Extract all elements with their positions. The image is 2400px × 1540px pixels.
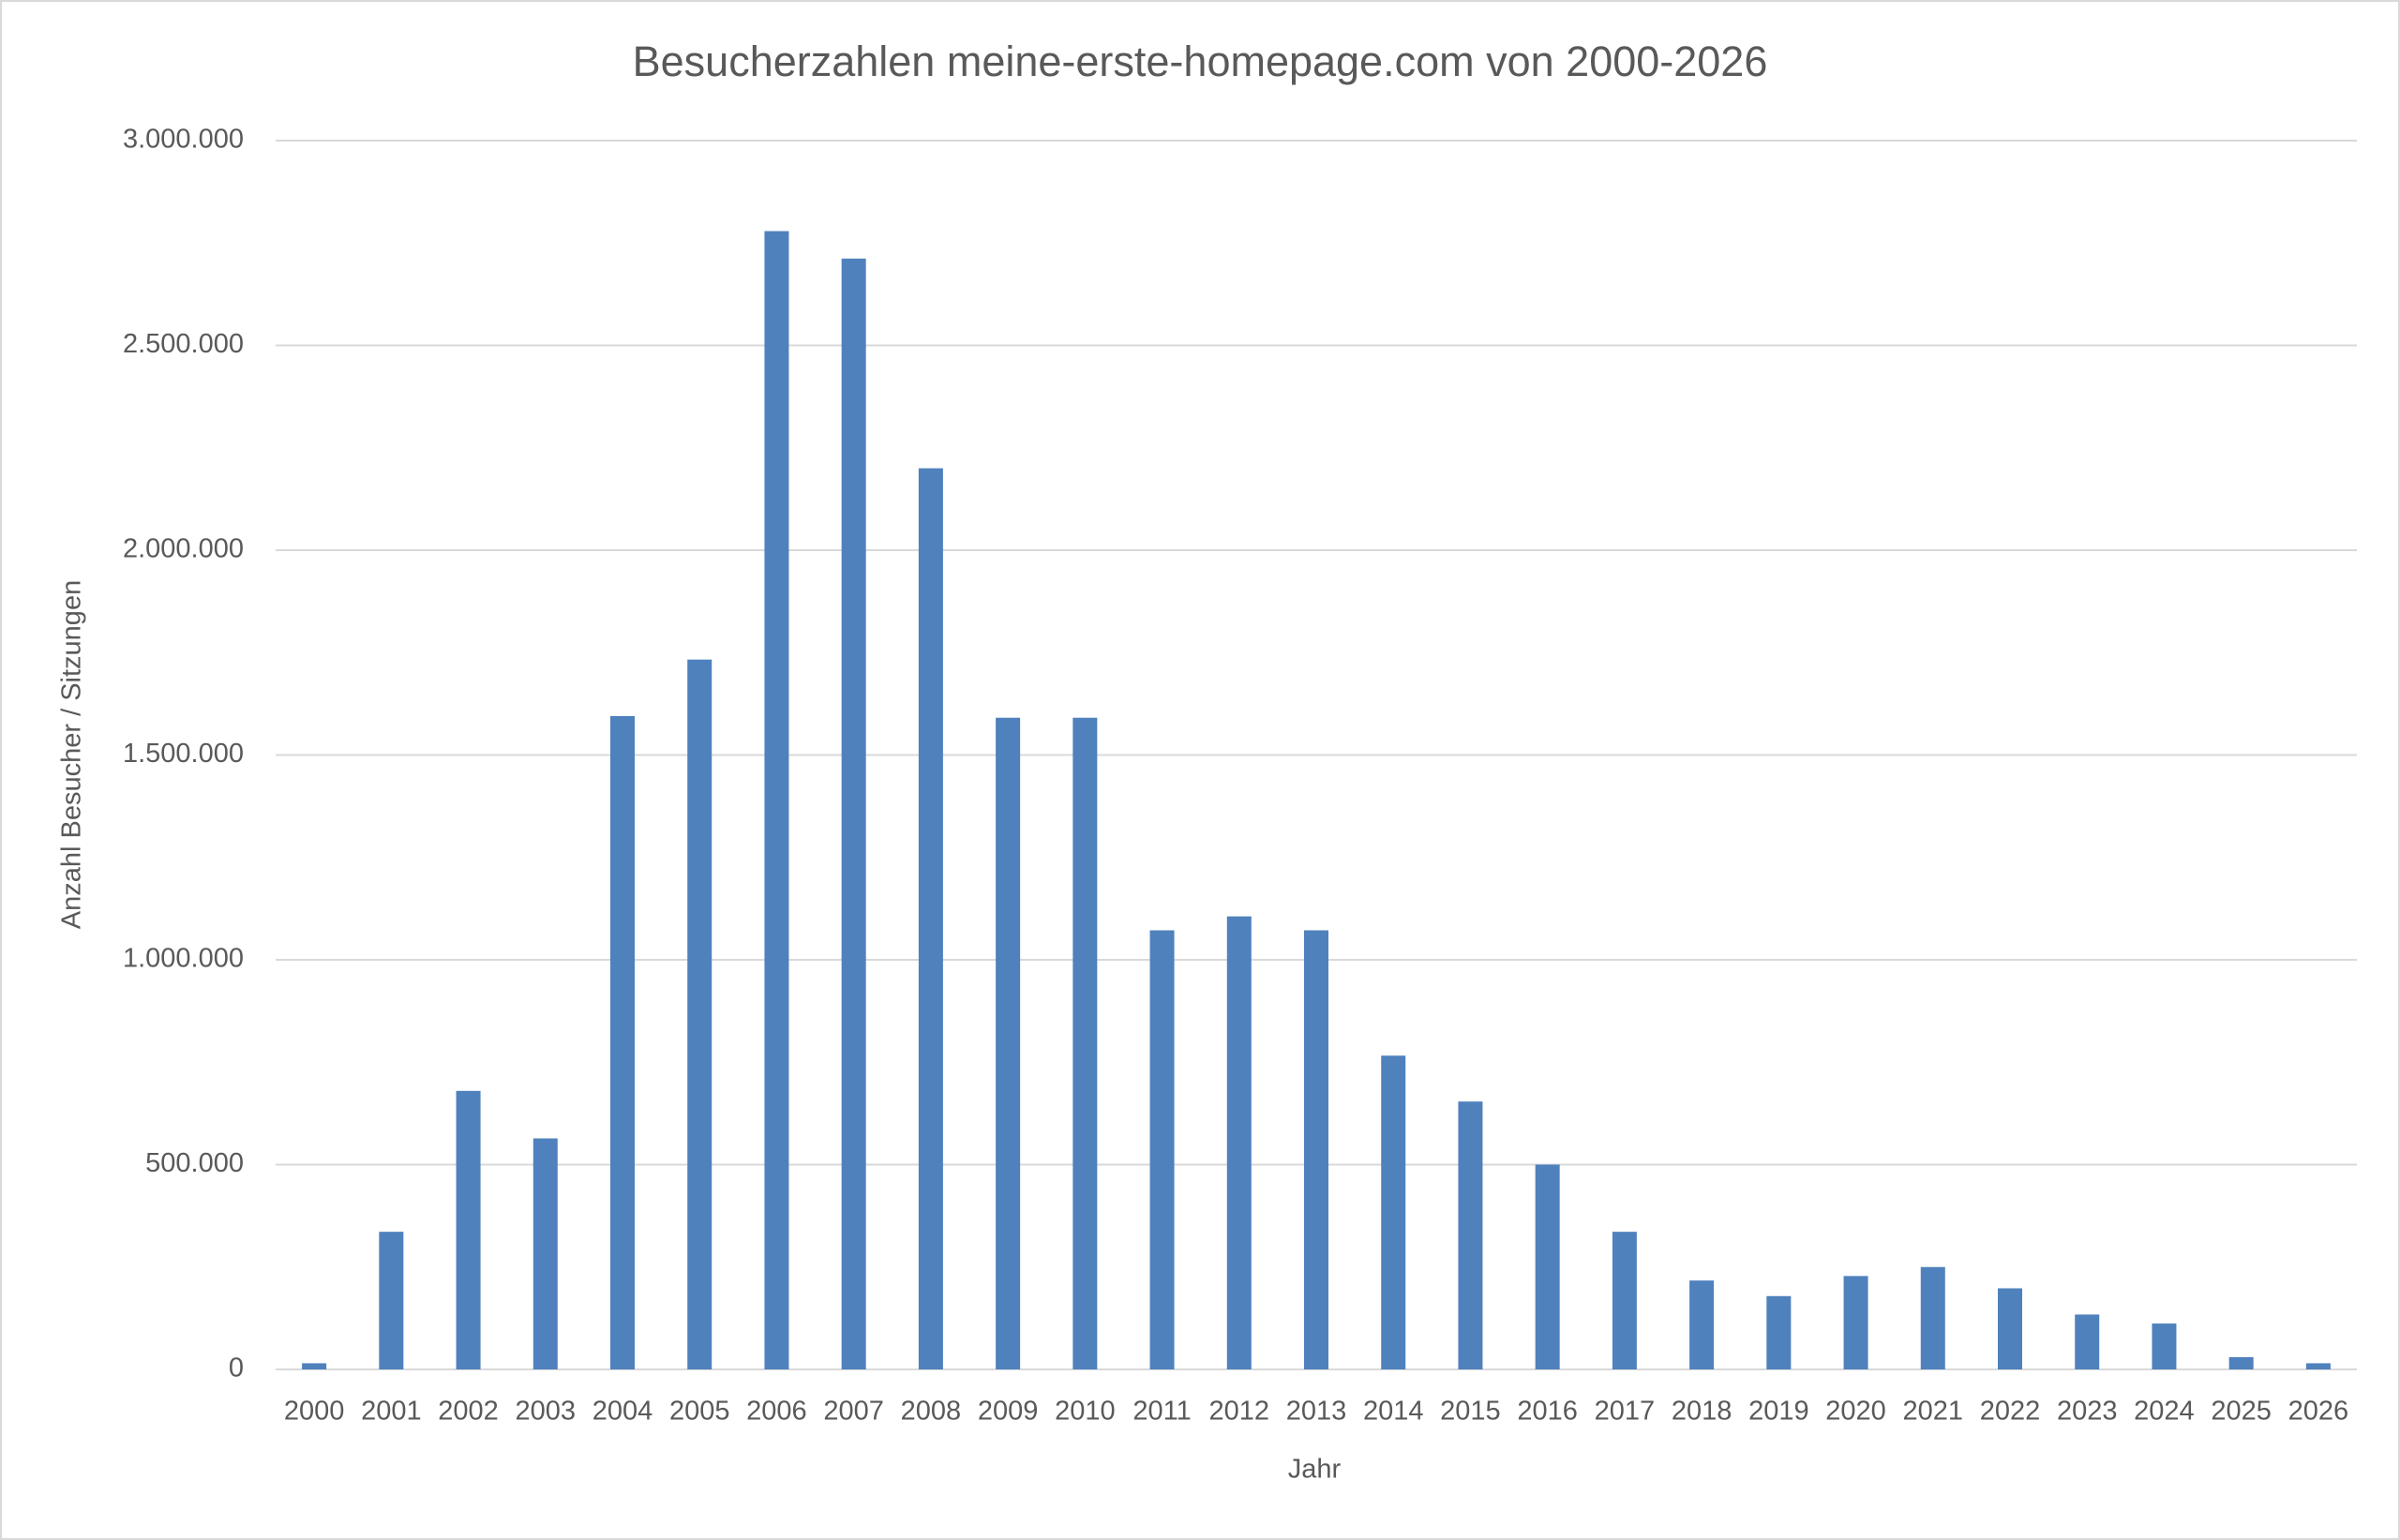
x-tick-label: 2009 [978, 1397, 1039, 1427]
bar [532, 1138, 558, 1369]
bar [1226, 916, 1252, 1369]
y-tick-label: 2.500.000 [123, 329, 244, 359]
bar [841, 258, 866, 1370]
x-tick-label: 2007 [823, 1397, 884, 1427]
x-tick-label: 2026 [2288, 1397, 2349, 1427]
bar [996, 717, 1021, 1369]
y-tick-label: 3.000.000 [123, 125, 244, 155]
bar [1920, 1266, 1945, 1369]
x-tick-label: 2002 [438, 1397, 499, 1427]
bar [2075, 1314, 2100, 1369]
y-tick-label: 500.000 [145, 1148, 244, 1178]
x-tick-label: 2012 [1209, 1397, 1270, 1427]
bar [302, 1363, 327, 1369]
x-tick-label: 2004 [592, 1397, 653, 1427]
bar [918, 468, 943, 1370]
bar [1072, 717, 1098, 1369]
bar [1766, 1295, 1792, 1369]
x-tick-label: 2000 [284, 1397, 345, 1427]
x-tick-label: 2005 [669, 1397, 730, 1427]
x-tick-label: 2018 [1672, 1397, 1732, 1427]
bar [610, 715, 635, 1369]
bar [1535, 1164, 1560, 1369]
bar [1998, 1288, 2022, 1369]
y-tick-label: 0 [229, 1353, 244, 1383]
bar [1149, 930, 1175, 1369]
x-tick-label: 2001 [361, 1397, 422, 1427]
x-tick-label: 2016 [1517, 1397, 1578, 1427]
bar [764, 231, 789, 1369]
bar [1304, 930, 1328, 1369]
x-axis-title: Jahr [1288, 1455, 1342, 1485]
bar [2152, 1323, 2177, 1369]
y-tick-label: 1.000.000 [123, 944, 244, 974]
x-tick-label: 2011 [1132, 1397, 1191, 1427]
x-tick-label: 2008 [901, 1397, 962, 1427]
x-tick-label: 2013 [1286, 1397, 1347, 1427]
bar [1381, 1055, 1406, 1369]
bar [2305, 1363, 2331, 1369]
bar [379, 1232, 404, 1369]
bar [1843, 1276, 1868, 1369]
chart-title: Besucherzahlen meine-erste-homepage.com … [633, 37, 1768, 85]
x-tick-label: 2014 [1363, 1397, 1424, 1427]
bar [2228, 1356, 2254, 1369]
x-tick-label: 2017 [1595, 1397, 1656, 1427]
x-tick-label: 2015 [1440, 1397, 1501, 1427]
x-tick-label: 2006 [746, 1397, 807, 1427]
y-tick-label: 1.500.000 [123, 739, 244, 769]
bar [1689, 1280, 1715, 1369]
x-tick-label: 2020 [1825, 1397, 1886, 1427]
x-tick-label: 2021 [1903, 1397, 1964, 1427]
x-tick-label: 2023 [2057, 1397, 2118, 1427]
x-tick-label: 2024 [2134, 1397, 2195, 1427]
bar [456, 1090, 481, 1369]
bar [1458, 1101, 1483, 1369]
x-tick-label: 2010 [1055, 1397, 1116, 1427]
x-tick-label: 2003 [516, 1397, 577, 1427]
bar [1612, 1232, 1637, 1369]
y-tick-label: 2.000.000 [123, 534, 244, 564]
y-axis-title: Anzahl Besucher / Sitzungen [57, 580, 87, 929]
x-tick-label: 2022 [1980, 1397, 2041, 1427]
x-tick-label: 2019 [1748, 1397, 1809, 1427]
x-tick-label: 2025 [2211, 1397, 2272, 1427]
bar [687, 659, 712, 1369]
